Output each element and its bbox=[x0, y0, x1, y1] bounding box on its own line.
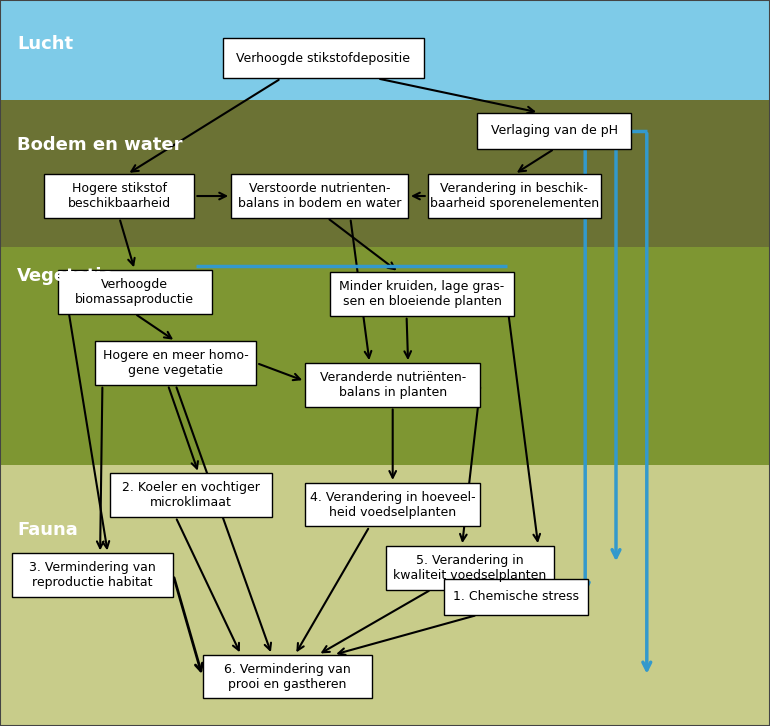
Text: 3. Vermindering van
reproductie habitat: 3. Vermindering van reproductie habitat bbox=[29, 561, 156, 589]
Bar bbox=[58, 270, 212, 314]
Text: Verandering in beschik-
baarheid sporenelementen: Verandering in beschik- baarheid sporene… bbox=[430, 182, 599, 210]
Bar bbox=[0, 0, 770, 100]
Bar bbox=[0, 100, 770, 247]
Bar bbox=[12, 553, 173, 597]
Text: Vegetatie: Vegetatie bbox=[17, 267, 115, 285]
Bar bbox=[44, 174, 194, 218]
Bar bbox=[95, 341, 256, 385]
Bar bbox=[0, 247, 770, 465]
Text: Verhoogde
biomassaproductie: Verhoogde biomassaproductie bbox=[75, 278, 194, 306]
Bar bbox=[110, 473, 272, 517]
Bar bbox=[477, 113, 631, 149]
Bar bbox=[231, 174, 408, 218]
Text: Bodem en water: Bodem en water bbox=[17, 136, 182, 154]
Text: Veranderde nutriënten-
balans in planten: Veranderde nutriënten- balans in planten bbox=[320, 371, 466, 399]
Text: Verlaging van de pH: Verlaging van de pH bbox=[491, 124, 618, 137]
Bar bbox=[0, 465, 770, 726]
Bar bbox=[444, 579, 588, 615]
Bar bbox=[305, 483, 480, 526]
Bar bbox=[223, 38, 424, 78]
Text: Minder kruiden, lage gras-
sen en bloeiende planten: Minder kruiden, lage gras- sen en bloeie… bbox=[340, 280, 504, 308]
Bar bbox=[386, 546, 554, 590]
Text: Verstoorde nutrienten-
balans in bodem en water: Verstoorde nutrienten- balans in bodem e… bbox=[238, 182, 401, 210]
Text: Hogere stikstof
beschikbaarheid: Hogere stikstof beschikbaarheid bbox=[68, 182, 171, 210]
Bar bbox=[305, 363, 480, 407]
Text: Verhoogde stikstofdepositie: Verhoogde stikstofdepositie bbox=[236, 52, 410, 65]
Text: 5. Verandering in
kwaliteit voedselplanten: 5. Verandering in kwaliteit voedselplant… bbox=[393, 554, 547, 582]
Text: 6. Vermindering van
prooi en gastheren: 6. Vermindering van prooi en gastheren bbox=[224, 663, 350, 690]
Text: Hogere en meer homo-
gene vegetatie: Hogere en meer homo- gene vegetatie bbox=[102, 349, 249, 377]
Text: 2. Koeler en vochtiger
microklimaat: 2. Koeler en vochtiger microklimaat bbox=[122, 481, 260, 509]
Text: Fauna: Fauna bbox=[17, 521, 78, 539]
Bar bbox=[330, 272, 514, 316]
Bar bbox=[428, 174, 601, 218]
Text: 1. Chemische stress: 1. Chemische stress bbox=[453, 590, 579, 603]
Bar bbox=[203, 655, 372, 698]
Text: Lucht: Lucht bbox=[17, 35, 73, 52]
Text: 4. Verandering in hoeveel-
heid voedselplanten: 4. Verandering in hoeveel- heid voedselp… bbox=[310, 491, 476, 518]
